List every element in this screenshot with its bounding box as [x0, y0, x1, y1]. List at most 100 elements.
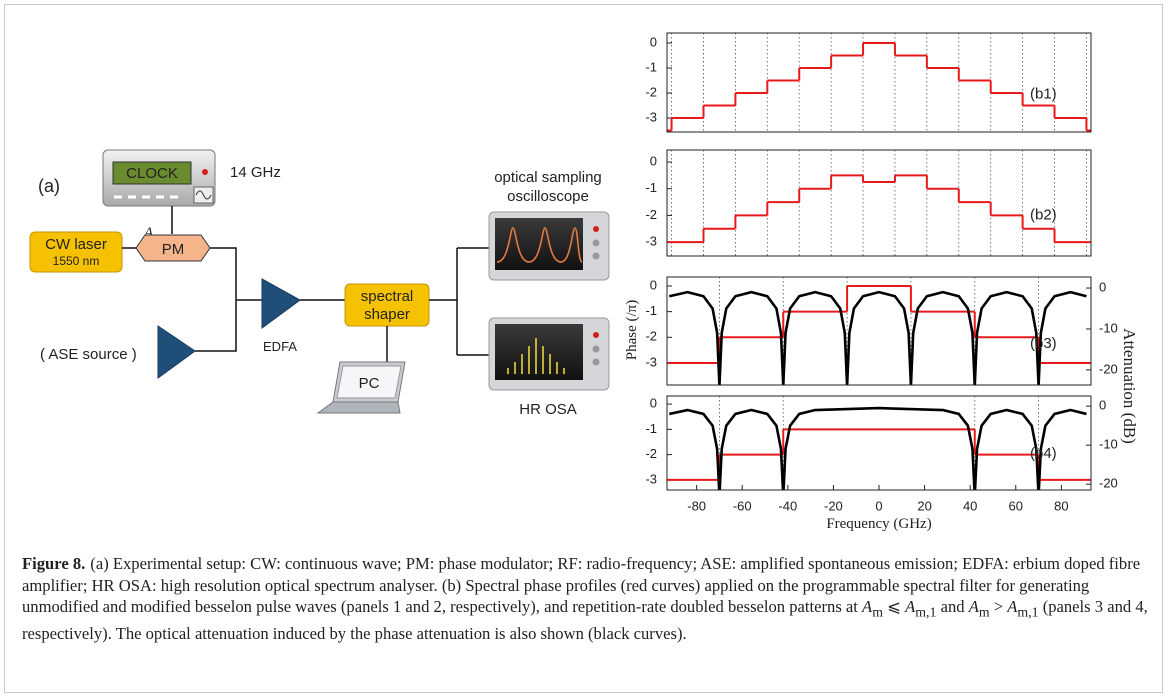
shaper-label: spectral	[361, 288, 414, 305]
y-tick-label: -2	[645, 446, 657, 461]
x-tick-label: -60	[733, 498, 752, 513]
math: A	[862, 597, 873, 617]
amplifier-label: EDFA	[263, 339, 297, 354]
scope-label: oscilloscope	[507, 188, 589, 205]
y-tick-label: -1	[645, 303, 657, 318]
y2-tick-label: -10	[1099, 320, 1118, 335]
panel-frame	[666, 32, 1092, 133]
caption-text: >	[989, 597, 1008, 617]
y-tick-label: -2	[645, 207, 657, 222]
caption-text: and	[936, 597, 969, 617]
figure-border	[4, 4, 1163, 693]
x-tick-label: 20	[917, 498, 931, 513]
math-sub: m,1	[915, 604, 937, 620]
scope-label: optical sampling	[494, 169, 602, 186]
y-tick-label: -3	[645, 109, 657, 124]
y-tick-label: -3	[645, 234, 657, 249]
panel-label: (b4)	[1030, 445, 1057, 462]
osa-label: HR OSA	[519, 401, 577, 418]
y-axis-label: Phase (/π)	[624, 300, 640, 360]
caption: Figure 8. (a) Experimental setup: CW: con…	[22, 553, 1150, 645]
symbol: A	[143, 225, 154, 241]
x-tick-label: -20	[824, 498, 843, 513]
phase-panels: 0 -1 -2 -3 (b1) Phase (/π) 0 -1 -2 -3 (b2) 0 -1 -2 -3 0…	[624, 32, 1139, 532]
knob	[592, 358, 600, 366]
panel-label: (a)	[38, 176, 60, 196]
setup-diagram: (a) CLOCK 14 GHz Am CW laser 1550 nm PM …	[29, 149, 610, 418]
knob	[592, 239, 600, 247]
clock-display	[112, 161, 192, 185]
y-tick-label: 0	[650, 153, 657, 168]
caption-text: (a) Experimental setup: CW: continuous w…	[22, 554, 1141, 617]
panel-frame	[666, 149, 1092, 257]
connector	[429, 247, 490, 356]
y-tick-label: -2	[645, 84, 657, 99]
laptop-display	[336, 365, 402, 399]
y-tick-label: -2	[645, 329, 657, 344]
panel-frame	[666, 395, 1092, 491]
y-tick-label: -1	[645, 59, 657, 74]
y-tick-label: -1	[645, 421, 657, 436]
plot-area	[667, 284, 1091, 385]
connector	[195, 247, 262, 352]
math: A	[905, 597, 916, 617]
y-tick-label: -1	[645, 180, 657, 195]
ase-triangle	[157, 325, 196, 379]
y2-tick-label: -20	[1099, 361, 1118, 376]
caption-text: (panels 3 and 4, respectively). The opti…	[22, 597, 1148, 644]
math: A	[968, 597, 979, 617]
panel-label: (b3)	[1030, 335, 1057, 352]
laser-wavelength: 1550 nm	[53, 254, 100, 268]
y2-tick-label: 0	[1099, 279, 1106, 294]
laser-box	[29, 231, 123, 273]
panel-label: (b2)	[1030, 207, 1057, 224]
panel-label: (b1)	[1030, 85, 1057, 102]
knob	[592, 252, 600, 260]
computer-label: PC	[359, 375, 380, 392]
y2-tick-label: -10	[1099, 437, 1118, 452]
ase-label: ( ASE source )	[40, 346, 137, 363]
x-tick-label: 0	[875, 498, 882, 513]
osa-trace	[507, 338, 565, 374]
x-axis-label: Frequency (GHz)	[826, 516, 931, 532]
y-tick-label: 0	[650, 396, 657, 411]
attenuation-curve	[669, 406, 1087, 490]
x-tick-label: 80	[1054, 498, 1068, 513]
laser-label: CW laser	[45, 236, 107, 253]
x-tick-label: -80	[687, 498, 706, 513]
led	[593, 226, 599, 232]
attenuation-curve	[668, 290, 1087, 385]
scope-trace	[496, 227, 583, 263]
sine-icon	[195, 190, 212, 200]
scope-screen	[495, 218, 583, 270]
math: A	[1007, 597, 1018, 617]
clock-led	[202, 169, 208, 175]
x-tick-label: 40	[963, 498, 977, 513]
shaper-label: shaper	[364, 306, 410, 323]
panel-frame	[666, 276, 1092, 386]
y-tick-label: 0	[650, 34, 657, 49]
clock-label: CLOCK	[126, 165, 178, 182]
modulator-label: PM	[162, 241, 185, 258]
osa-screen	[495, 324, 583, 380]
y-tick-label: -3	[645, 354, 657, 369]
y2-tick-label: -20	[1099, 476, 1118, 491]
amplifier-triangle	[261, 278, 301, 329]
y2-axis-label: Attenuation (dB)	[1120, 328, 1139, 444]
math-sub: m	[872, 604, 883, 620]
caption-text: ⩽	[882, 597, 906, 617]
laptop-base	[316, 401, 401, 414]
y2-tick-label: 0	[1099, 398, 1106, 413]
plot-area	[667, 406, 1091, 490]
plot-area	[667, 174, 1091, 244]
knob	[592, 345, 600, 353]
y-tick-label: 0	[650, 277, 657, 292]
math-sub: m,1	[1017, 604, 1039, 620]
plot-area	[667, 42, 1091, 132]
math-sub: m	[978, 604, 990, 620]
x-tick-label: -40	[778, 498, 797, 513]
led	[593, 332, 599, 338]
clock-frequency: 14 GHz	[230, 164, 281, 181]
